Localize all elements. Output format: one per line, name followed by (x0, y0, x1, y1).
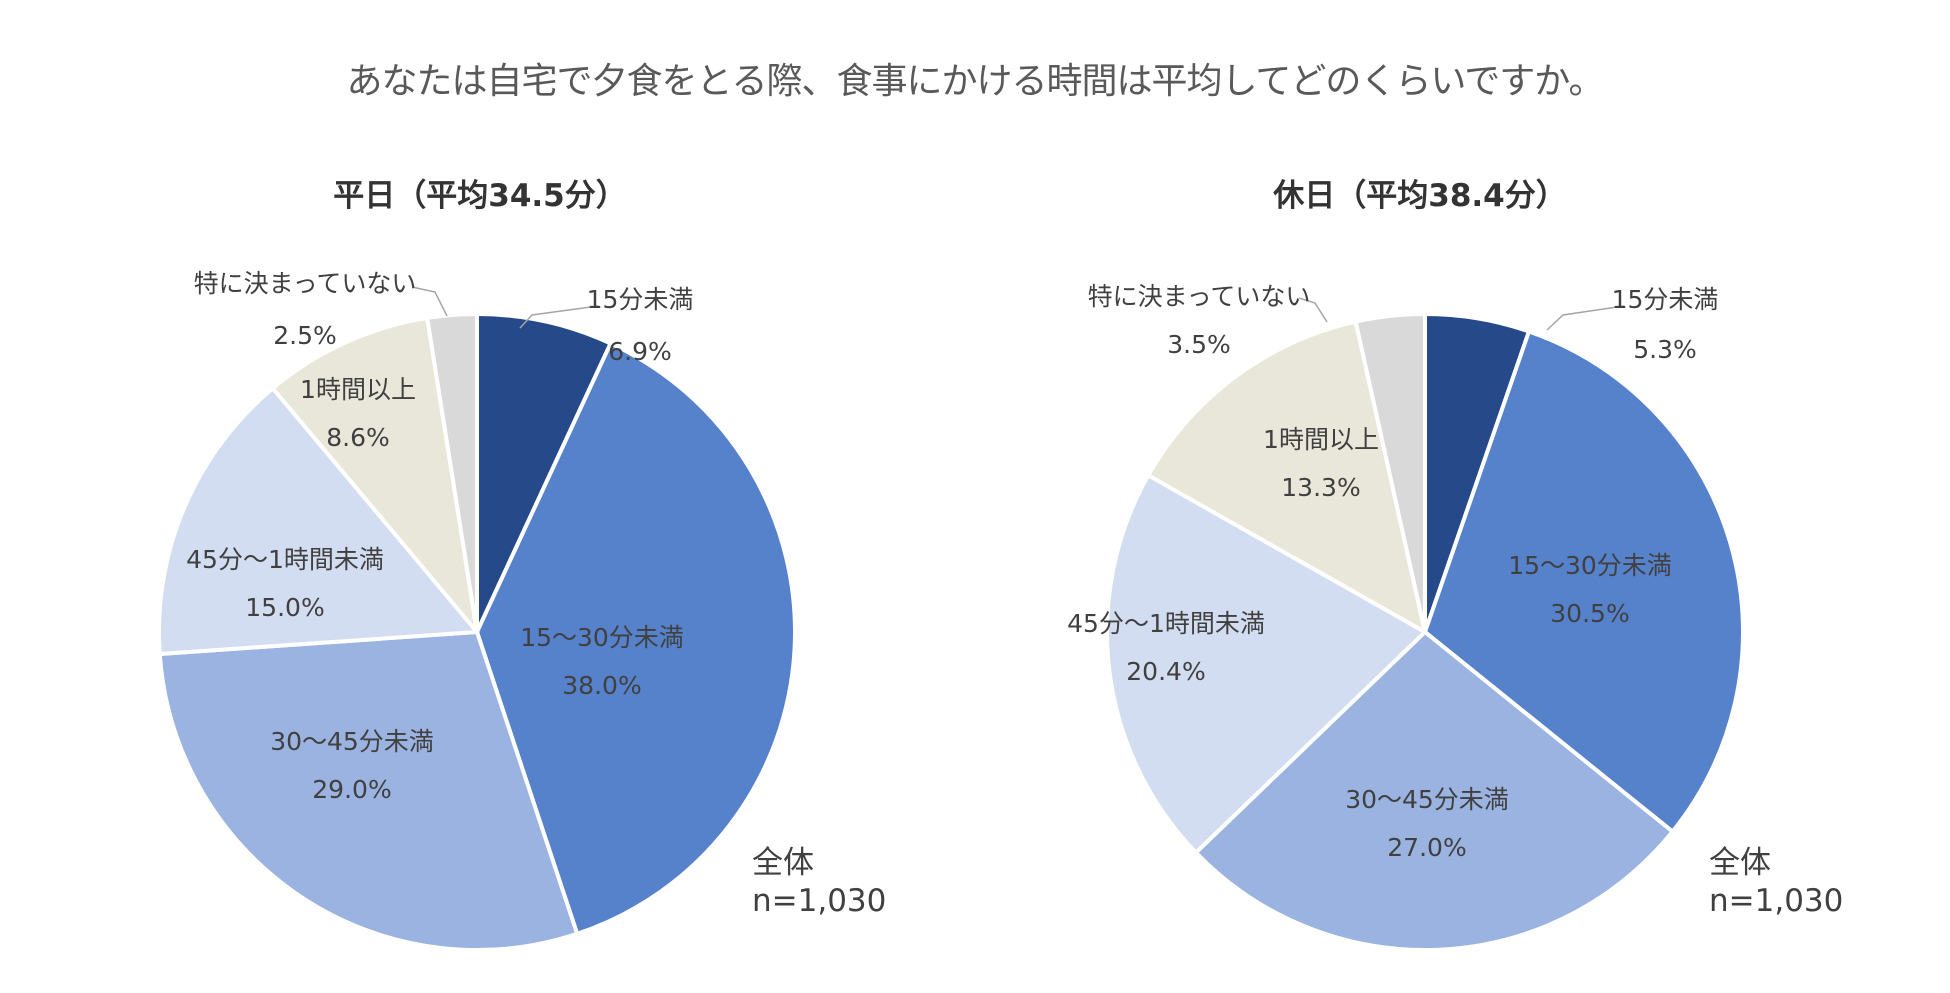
slice-category-label: 特に決まっていない (1088, 282, 1311, 311)
slice-category-label: 15分未満 (1612, 285, 1719, 314)
sample-note-weekday: 全体 n=1,030 (752, 844, 886, 920)
slice-value-label: 30.5% (1550, 599, 1629, 628)
slice-value-label: 13.3% (1281, 473, 1360, 502)
pie-slice-4 (157, 386, 479, 656)
slice-category-label: 30～45分未満 (1345, 785, 1509, 814)
page-title: あなたは自宅で夕食をとる際、食事にかける時間は平均してどのくらいですか。 (346, 61, 1604, 102)
slice-category-label: 45分～1時間未満 (1067, 609, 1265, 638)
slice-category-label: 15～30分未満 (520, 623, 684, 652)
pie-chart-weekday: 15分未満 6.9% 15～30分未満 38.0% 30～45分未満 29.0% 45分～1… (157, 269, 797, 952)
leader-line (1546, 305, 1625, 331)
slice-value-label: 29.0% (312, 775, 391, 804)
slice-value-label: 38.0% (562, 671, 641, 700)
pie-slice-2 (475, 341, 797, 936)
slice-category-label: 1時間以上 (300, 375, 416, 404)
pie-slice-3 (1193, 630, 1675, 952)
pie-slice-6 (1353, 312, 1427, 634)
slice-category-label: 特に決まっていない (194, 269, 417, 298)
sample-group-label: 全体 (752, 845, 814, 881)
pie-slice-5 (270, 315, 479, 634)
slice-value-label: 2.5% (273, 321, 337, 350)
slice-value-label: 27.0% (1387, 833, 1466, 862)
chart-title-weekday: 平日（平均34.5分） (333, 178, 627, 214)
sample-note-holiday: 全体 n=1,030 (1709, 844, 1843, 920)
pie-chart-holiday: 15分未満 5.3% 15～30分未満 30.5% 30～45分未満 27.0% 45分～1… (1067, 282, 1745, 952)
pie-slice-3 (157, 630, 580, 952)
slice-category-label: 45分～1時間未満 (186, 545, 384, 574)
slice-value-label: 15.0% (245, 593, 324, 622)
slice-category-label: 1時間以上 (1263, 425, 1379, 454)
pie-slice-2 (1423, 329, 1745, 834)
slice-value-label: 20.4% (1126, 657, 1205, 686)
pie-slice-6 (425, 312, 479, 634)
leader-line (411, 286, 448, 317)
pie-slice-4 (1105, 473, 1427, 855)
slice-category-label: 30～45分未満 (270, 727, 434, 756)
sample-size-label: n=1,030 (752, 883, 887, 919)
slice-value-label: 8.6% (326, 423, 390, 452)
slice-value-label: 5.3% (1633, 335, 1697, 364)
slice-value-label: 6.9% (608, 337, 672, 366)
sample-size-label: n=1,030 (1709, 883, 1844, 919)
slice-category-label: 15～30分未満 (1508, 551, 1672, 580)
sample-group-label: 全体 (1709, 845, 1771, 881)
pie-slice-5 (1146, 319, 1427, 634)
leader-line (1298, 297, 1328, 323)
chart-title-holiday: 休日（平均38.4分） (1273, 178, 1567, 214)
slice-category-label: 15分未満 (587, 285, 694, 314)
slice-value-label: 3.5% (1167, 330, 1231, 359)
leader-line (519, 305, 599, 329)
pie-slice-1 (475, 312, 613, 634)
